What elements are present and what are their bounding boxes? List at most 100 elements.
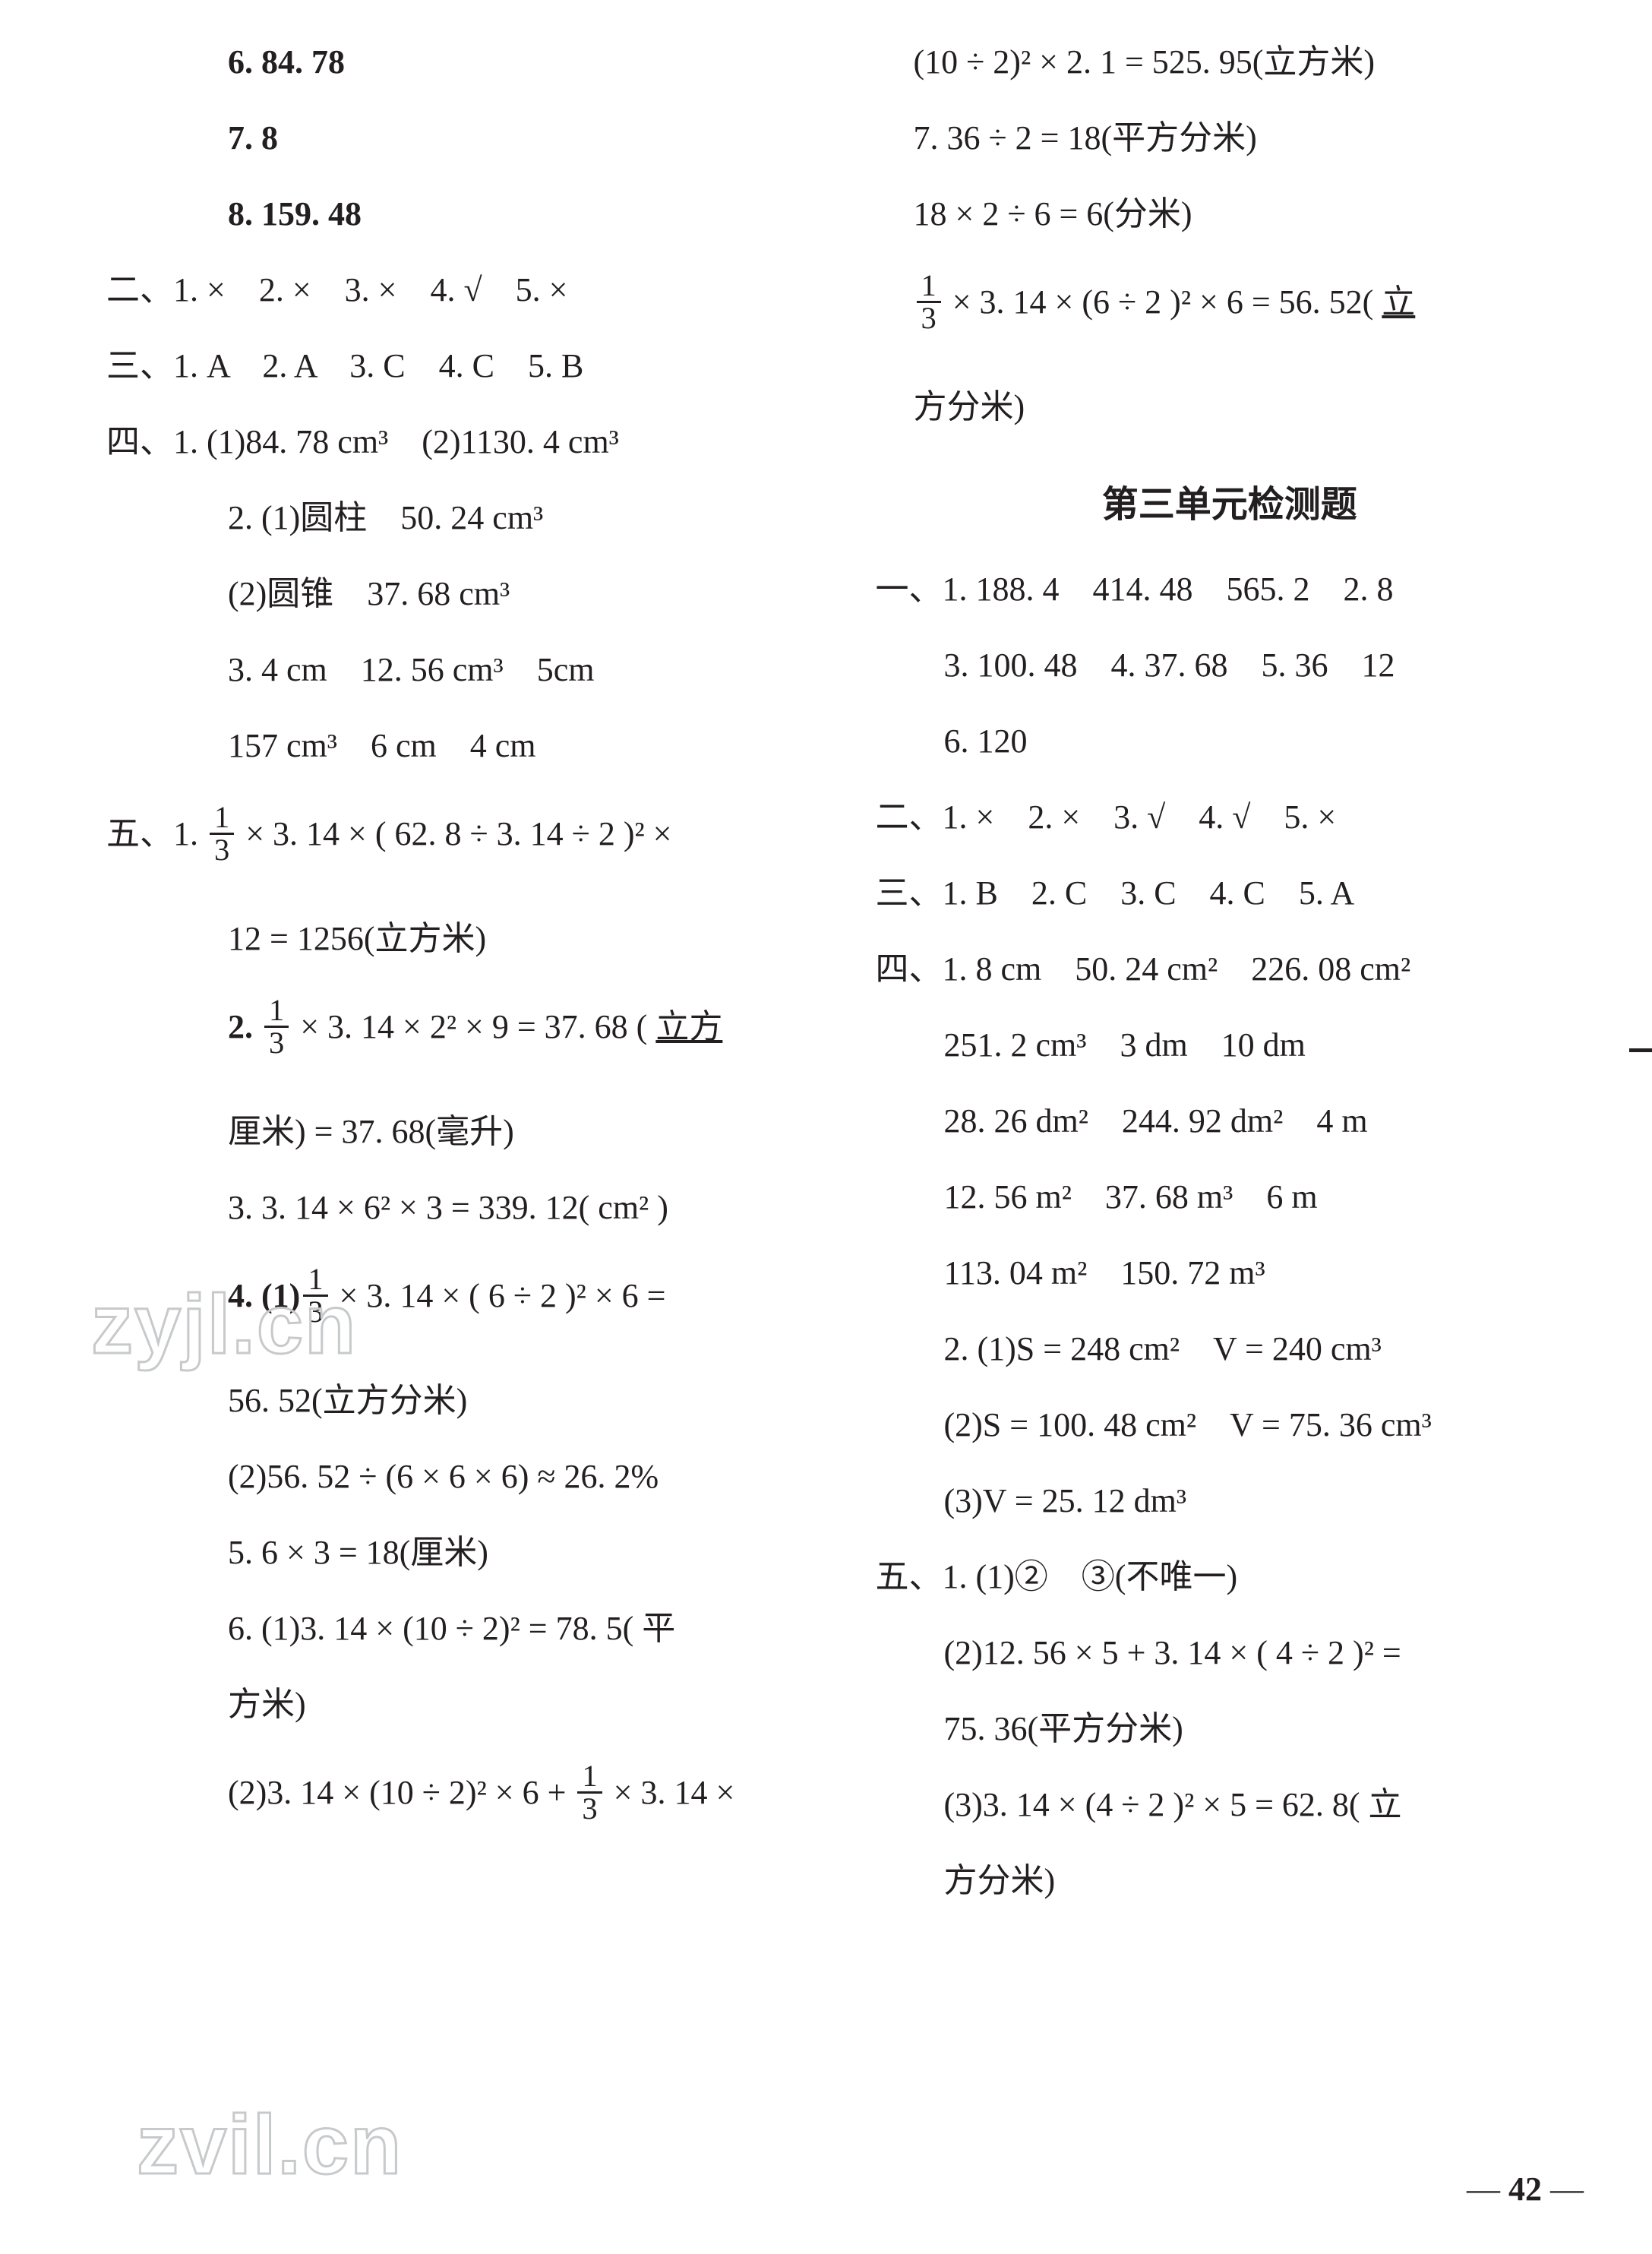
- text: 二、1. × 2. × 3. √ 4. √ 5. ×: [876, 798, 1337, 836]
- answer-line: 13 × 3. 14 × (6 ÷ 2 )² × 6 = 56. 52( 立: [868, 273, 1592, 337]
- answer-line: 6. (1)3. 14 × (10 ÷ 2)² = 78. 5( 平: [99, 1612, 823, 1645]
- section-line: 三、1. A 2. A 3. C 4. C 5. B: [99, 349, 823, 383]
- text: 方分米): [914, 388, 1025, 425]
- underlined-text: 立: [1382, 283, 1415, 321]
- answer-line: 157 cm³ 6 cm 4 cm: [99, 729, 823, 763]
- answer-line: 56. 52(立方分米): [99, 1384, 823, 1418]
- text: 6. 120: [944, 722, 1028, 760]
- text-suffix: × 3. 14 × ( 62. 8 ÷ 3. 14 ÷ 2 )² ×: [237, 815, 671, 852]
- answer-line: 6. 84. 78: [99, 46, 823, 79]
- unit-heading: 第三单元检测题: [868, 474, 1592, 527]
- text: 251. 2 cm³ 3 dm 10 dm: [944, 1026, 1306, 1064]
- left-column: 6. 84. 78 7. 8 8. 159. 48 二、1. × 2. × 3.…: [99, 46, 823, 2097]
- text: 7. 36 ÷ 2 = 18(平方分米): [914, 119, 1257, 156]
- text: 28. 26 dm² 244. 92 dm² 4 m: [944, 1102, 1368, 1140]
- text: (10 ÷ 2)² × 2. 1 = 525. 95(立方米): [914, 43, 1376, 81]
- watermark-text: zvil.cn: [137, 2097, 403, 2193]
- denominator: 3: [303, 1297, 327, 1327]
- heading-text: 第三单元检测题: [1102, 485, 1357, 525]
- section-line: 四、1. 8 cm 50. 24 cm² 226. 08 cm²: [868, 953, 1592, 986]
- section-line: 五、1. (1)② ③(不唯一): [868, 1560, 1592, 1594]
- text: (2)56. 52 ÷ (6 × 6 × 6) ≈ 26. 2%: [228, 1458, 659, 1495]
- text: 5. 6 × 3 = 18(厘米): [228, 1534, 488, 1571]
- denominator: 3: [917, 303, 941, 334]
- text: 四、1. (1)84. 78 cm³ (2)1130. 4 cm³: [106, 423, 619, 460]
- text: 3. 100. 48 4. 37. 68 5. 36 12: [944, 646, 1395, 684]
- answer-line: (2)12. 56 × 5 + 3. 14 × ( 4 ÷ 2 )² =: [868, 1636, 1592, 1670]
- fraction: 13: [577, 1761, 602, 1825]
- text: 3. 3. 14 × 6² × 3 = 339. 12( cm² ): [228, 1189, 668, 1226]
- fraction: 13: [303, 1264, 327, 1328]
- text: 12. 56 m² 37. 68 m³ 6 m: [944, 1178, 1318, 1216]
- answer-line: 8. 159. 48: [99, 198, 823, 231]
- numerator: 1: [303, 1264, 327, 1297]
- text: 厘米) = 37. 68(毫升): [228, 1113, 514, 1150]
- dash: —: [1542, 2170, 1584, 2208]
- section-line: 一、1. 188. 4 414. 48 565. 2 2. 8: [868, 573, 1592, 606]
- answer-line: 113. 04 m² 150. 72 m³: [868, 1257, 1592, 1290]
- text: 五、1. (1)② ③(不唯一): [876, 1558, 1238, 1595]
- answer-line: 7. 8: [99, 122, 823, 155]
- answer-line: 方米): [99, 1688, 823, 1721]
- text: 12 = 1256(立方米): [228, 920, 486, 957]
- numerator: 1: [210, 802, 234, 835]
- answer-line: 2. 13 × 3. 14 × 2² × 9 = 37. 68 ( 立方: [99, 998, 823, 1062]
- answer-line: 4. (1)13 × 3. 14 × ( 6 ÷ 2 )² × 6 =: [99, 1267, 823, 1331]
- answer-line: 75. 36(平方分米): [868, 1712, 1592, 1746]
- text: (3)3. 14 × (4 ÷ 2 )² × 5 = 62. 8( 立: [944, 1786, 1402, 1823]
- text-prefix: (2)3. 14 × (10 ÷ 2)² × 6 +: [228, 1774, 574, 1811]
- section-line: 三、1. B 2. C 3. C 4. C 5. A: [868, 877, 1592, 910]
- text: 3. 4 cm 12. 56 cm³ 5cm: [228, 651, 594, 688]
- answer-line: 方分米): [868, 390, 1592, 424]
- answer-line: 28. 26 dm² 244. 92 dm² 4 m: [868, 1105, 1592, 1138]
- section-line: 五、1. 13 × 3. 14 × ( 62. 8 ÷ 3. 14 ÷ 2 )²…: [99, 805, 823, 869]
- text: 113. 04 m² 150. 72 m³: [944, 1254, 1265, 1291]
- text-suffix: × 3. 14 ×: [605, 1774, 735, 1811]
- answer-line: (10 ÷ 2)² × 2. 1 = 525. 95(立方米): [868, 46, 1592, 79]
- underlined-text: 立方: [655, 1008, 722, 1045]
- fraction: 13: [264, 995, 289, 1059]
- page: 6. 84. 78 7. 8 8. 159. 48 二、1. × 2. × 3.…: [0, 0, 1652, 2254]
- text-prefix: 4. (1): [228, 1277, 300, 1314]
- watermark-label: zvil.cn: [137, 2098, 403, 2192]
- text: 一、1. 188. 4 414. 48 565. 2 2. 8: [876, 571, 1394, 608]
- text: (2)圆锥 37. 68 cm³: [228, 575, 510, 612]
- answer-line: 251. 2 cm³ 3 dm 10 dm: [868, 1029, 1592, 1062]
- two-column-layout: 6. 84. 78 7. 8 8. 159. 48 二、1. × 2. × 3.…: [99, 46, 1591, 2097]
- numerator: 1: [917, 270, 941, 303]
- edge-crop-mark: [1629, 1048, 1652, 1052]
- numerator: 1: [577, 1761, 602, 1794]
- answer-line: (3)3. 14 × (4 ÷ 2 )² × 5 = 62. 8( 立: [868, 1788, 1592, 1822]
- answer-line: 2. (1)圆柱 50. 24 cm³: [99, 501, 823, 535]
- denominator: 3: [577, 1794, 602, 1824]
- page-number: — 42 —: [1467, 2170, 1584, 2208]
- item-number: 6. 84. 78: [228, 43, 345, 81]
- fraction: 13: [210, 802, 234, 866]
- section-line: 四、1. (1)84. 78 cm³ (2)1130. 4 cm³: [99, 425, 823, 459]
- text-suffix: × 3. 14 × ( 6 ÷ 2 )² × 6 =: [331, 1277, 666, 1314]
- text: 75. 36(平方分米): [944, 1710, 1183, 1747]
- answer-line: 7. 36 ÷ 2 = 18(平方分米): [868, 122, 1592, 155]
- text: (2)12. 56 × 5 + 3. 14 × ( 4 ÷ 2 )² =: [944, 1634, 1401, 1671]
- section-line: 二、1. × 2. × 3. × 4. √ 5. ×: [99, 273, 823, 307]
- answer-line: (3)V = 25. 12 dm³: [868, 1484, 1592, 1518]
- answer-line: (2)S = 100. 48 cm² V = 75. 36 cm³: [868, 1408, 1592, 1442]
- text: 6. (1)3. 14 × (10 ÷ 2)² = 78. 5( 平: [228, 1610, 675, 1647]
- answer-line: 2. (1)S = 248 cm² V = 240 cm³: [868, 1332, 1592, 1366]
- answer-line: 12 = 1256(立方米): [99, 922, 823, 956]
- numerator: 1: [264, 995, 289, 1028]
- page-number-value: 42: [1508, 2170, 1542, 2208]
- text: 方分米): [944, 1862, 1056, 1899]
- text: (2)S = 100. 48 cm² V = 75. 36 cm³: [944, 1406, 1432, 1443]
- text: 方米): [228, 1686, 306, 1723]
- item-number: 8. 159. 48: [228, 195, 362, 232]
- answer-line: (2)3. 14 × (10 ÷ 2)² × 6 + 13 × 3. 14 ×: [99, 1764, 823, 1828]
- text: 2. (1)S = 248 cm² V = 240 cm³: [944, 1330, 1382, 1367]
- answer-line: 6. 120: [868, 725, 1592, 758]
- fraction: 13: [917, 270, 941, 334]
- text: (3)V = 25. 12 dm³: [944, 1482, 1187, 1519]
- answer-line: 5. 6 × 3 = 18(厘米): [99, 1536, 823, 1570]
- text: 2. (1)圆柱 50. 24 cm³: [228, 499, 543, 536]
- answer-line: 3. 3. 14 × 6² × 3 = 339. 12( cm² ): [99, 1191, 823, 1225]
- denominator: 3: [210, 835, 234, 865]
